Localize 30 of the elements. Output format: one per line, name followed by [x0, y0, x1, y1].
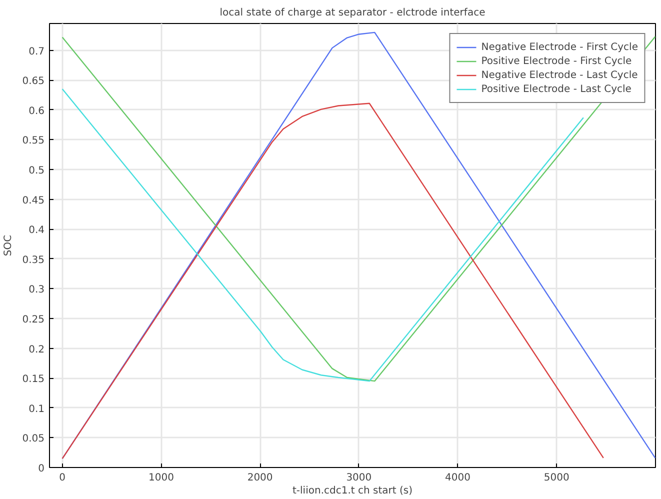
x-axis-title: t-liion.cdc1.t ch start (s) [292, 486, 413, 496]
y-tick-label: 0.35 [22, 254, 44, 266]
y-tick-label: 0.55 [22, 136, 44, 147]
y-tick-label: 0.7 [28, 46, 45, 58]
y-tick-label: 0.5 [28, 166, 45, 177]
line-series [62, 102, 604, 460]
legend-label: Positive Electrode - First Cycle [481, 54, 632, 68]
y-tick-label: 0.05 [22, 434, 44, 445]
x-tick-label: 0 [59, 472, 66, 484]
y-tick-label: 0.65 [22, 76, 44, 88]
y-tick-label: 0 [38, 464, 45, 474]
chart-title: local state of charge at separator - elctrode interface [220, 8, 486, 18]
y-tick-label: 0.3 [28, 284, 45, 296]
x-tick-label: 2000 [247, 472, 273, 484]
y-tick-label: 0.2 [28, 344, 45, 356]
x-tick-label: 3000 [346, 472, 372, 484]
y-tick-label: 0.6 [28, 106, 45, 117]
y-tick-label: 0.25 [22, 314, 44, 326]
y-axis-title: SOC [3, 234, 14, 256]
x-tick-label: 5000 [544, 472, 570, 484]
y-tick-label: 0.1 [28, 404, 45, 415]
legend-label: Positive Electrode - Last Cycle [481, 82, 632, 96]
line-series [62, 36, 656, 382]
legend-label: Negative Electrode - Last Cycle [481, 68, 638, 82]
x-tick-label: 4000 [445, 472, 471, 484]
y-tick-label: 0.15 [22, 374, 44, 386]
y-tick-label: 0.45 [22, 195, 44, 206]
x-tick-label: 1000 [148, 472, 174, 484]
legend-label: Negative Electrode - First Cycle [481, 40, 638, 54]
y-tick-label: 0.4 [28, 225, 45, 236]
